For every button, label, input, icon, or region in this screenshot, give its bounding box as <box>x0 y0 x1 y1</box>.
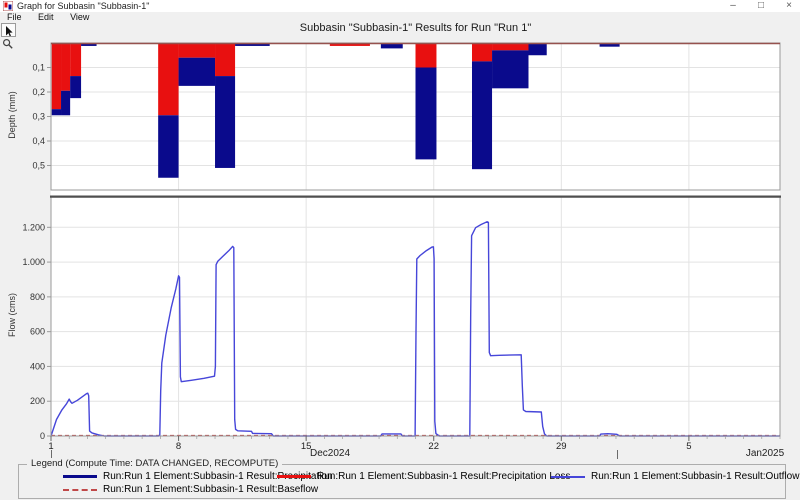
precip-bar <box>178 57 216 86</box>
app-icon <box>3 1 13 11</box>
month-label-dec2024: Dec2024 <box>309 448 351 459</box>
minimize-button[interactable]: – <box>730 0 736 11</box>
precip-bar <box>471 61 493 170</box>
zoom-tool-button[interactable] <box>2 37 15 49</box>
close-button[interactable]: × <box>786 0 792 11</box>
pointer-icon <box>6 26 13 37</box>
tick-label: 0,5 <box>32 161 45 171</box>
maximize-button[interactable]: □ <box>757 0 765 11</box>
legend-title: Legend (Compute Time: DATA CHANGED, RECO… <box>27 458 283 469</box>
tick-label: 1.200 <box>22 222 45 232</box>
precip-bar <box>70 76 82 99</box>
day-tick-label: 1 <box>48 441 53 452</box>
precip-bar <box>215 76 236 168</box>
loss-bar <box>51 43 62 110</box>
precipitation-loss-swatch <box>277 475 311 478</box>
loss-bar <box>61 43 71 91</box>
legend-entry-baseflow: Run:Run 1 Element:Subbasin-1 Result:Base… <box>63 484 318 495</box>
outflow-line <box>50 221 780 437</box>
precip-bar <box>158 115 179 178</box>
precip-bar <box>61 90 71 116</box>
legend: Legend (Compute Time: DATA CHANGED, RECO… <box>18 458 799 499</box>
legend-entry-label: Run:Run 1 Element:Subbasin-1 Result:Prec… <box>103 471 333 482</box>
precipitation-swatch <box>63 475 97 478</box>
legend-entry-outflow: Run:Run 1 Element:Subbasin-1 Result:Outf… <box>551 471 799 482</box>
precip-bar <box>51 109 62 116</box>
day-tick-label: 5 <box>686 441 691 452</box>
baseflow-swatch <box>63 488 97 491</box>
precip-bar <box>599 43 620 47</box>
loss-bar <box>215 43 236 77</box>
loss-bar <box>158 43 179 116</box>
loss-bar <box>415 43 437 68</box>
precip-bar <box>380 43 403 49</box>
precip-bar <box>415 67 437 160</box>
month-separator-jan <box>617 450 618 459</box>
tick-label: 800 <box>30 292 45 302</box>
day-tick-label: 29 <box>556 441 567 452</box>
day-tick-label: 22 <box>428 441 439 452</box>
day-tick-label: 8 <box>176 441 181 452</box>
tick-label: 600 <box>30 327 45 337</box>
tick-label: 200 <box>30 396 45 406</box>
legend-entry-precipitation-loss: Run:Run 1 Element:Subbasin-1 Result:Prec… <box>277 471 570 482</box>
day-tick-label: 15 <box>301 441 312 452</box>
legend-entry-label: Run:Run 1 Element:Subbasin-1 Result:Outf… <box>591 471 800 482</box>
loss-bar <box>329 43 370 46</box>
outflow-swatch <box>551 475 585 478</box>
tick-label: 0,3 <box>32 112 45 122</box>
legend-entry-label: Run:Run 1 Element:Subbasin-1 Result:Base… <box>103 484 319 495</box>
title-bar[interactable]: Graph for Subbasin "Subbasin-1" – □ × <box>0 0 800 12</box>
loss-bar <box>492 43 529 51</box>
menu-bar: File Edit View <box>0 12 800 22</box>
legend-entry-precipitation: Run:Run 1 Element:Subbasin-1 Result:Prec… <box>63 471 333 482</box>
month-label-jan2025: Jan2025 <box>745 448 785 459</box>
tick-label: 0,1 <box>32 63 45 73</box>
tick-label: 1.000 <box>22 257 45 267</box>
menu-file[interactable]: File <box>7 12 22 22</box>
magnifier-icon <box>2 38 13 49</box>
chart-title: Subbasin "Subbasin-1" Results for Run "R… <box>299 22 532 34</box>
tick-label: 0 <box>40 431 45 441</box>
tick-label: 0,2 <box>32 87 45 97</box>
month-separator-dec <box>51 450 52 459</box>
precip-bar <box>235 43 270 46</box>
precip-bar <box>81 43 97 46</box>
precip-bar <box>528 43 547 56</box>
loss-bar <box>178 43 216 58</box>
pointer-tool-button[interactable] <box>1 23 16 37</box>
menu-view[interactable]: View <box>70 12 90 22</box>
tick-label: 0,4 <box>32 136 45 146</box>
legend-entry-label: Run:Run 1 Element:Subbasin-1 Result:Prec… <box>317 471 571 482</box>
tick-label: 400 <box>30 361 45 371</box>
menu-edit[interactable]: Edit <box>38 12 54 22</box>
loss-bar <box>70 43 82 77</box>
precip-bar <box>492 50 529 89</box>
loss-bar <box>471 43 493 62</box>
window-title: Graph for Subbasin "Subbasin-1" <box>17 1 150 11</box>
